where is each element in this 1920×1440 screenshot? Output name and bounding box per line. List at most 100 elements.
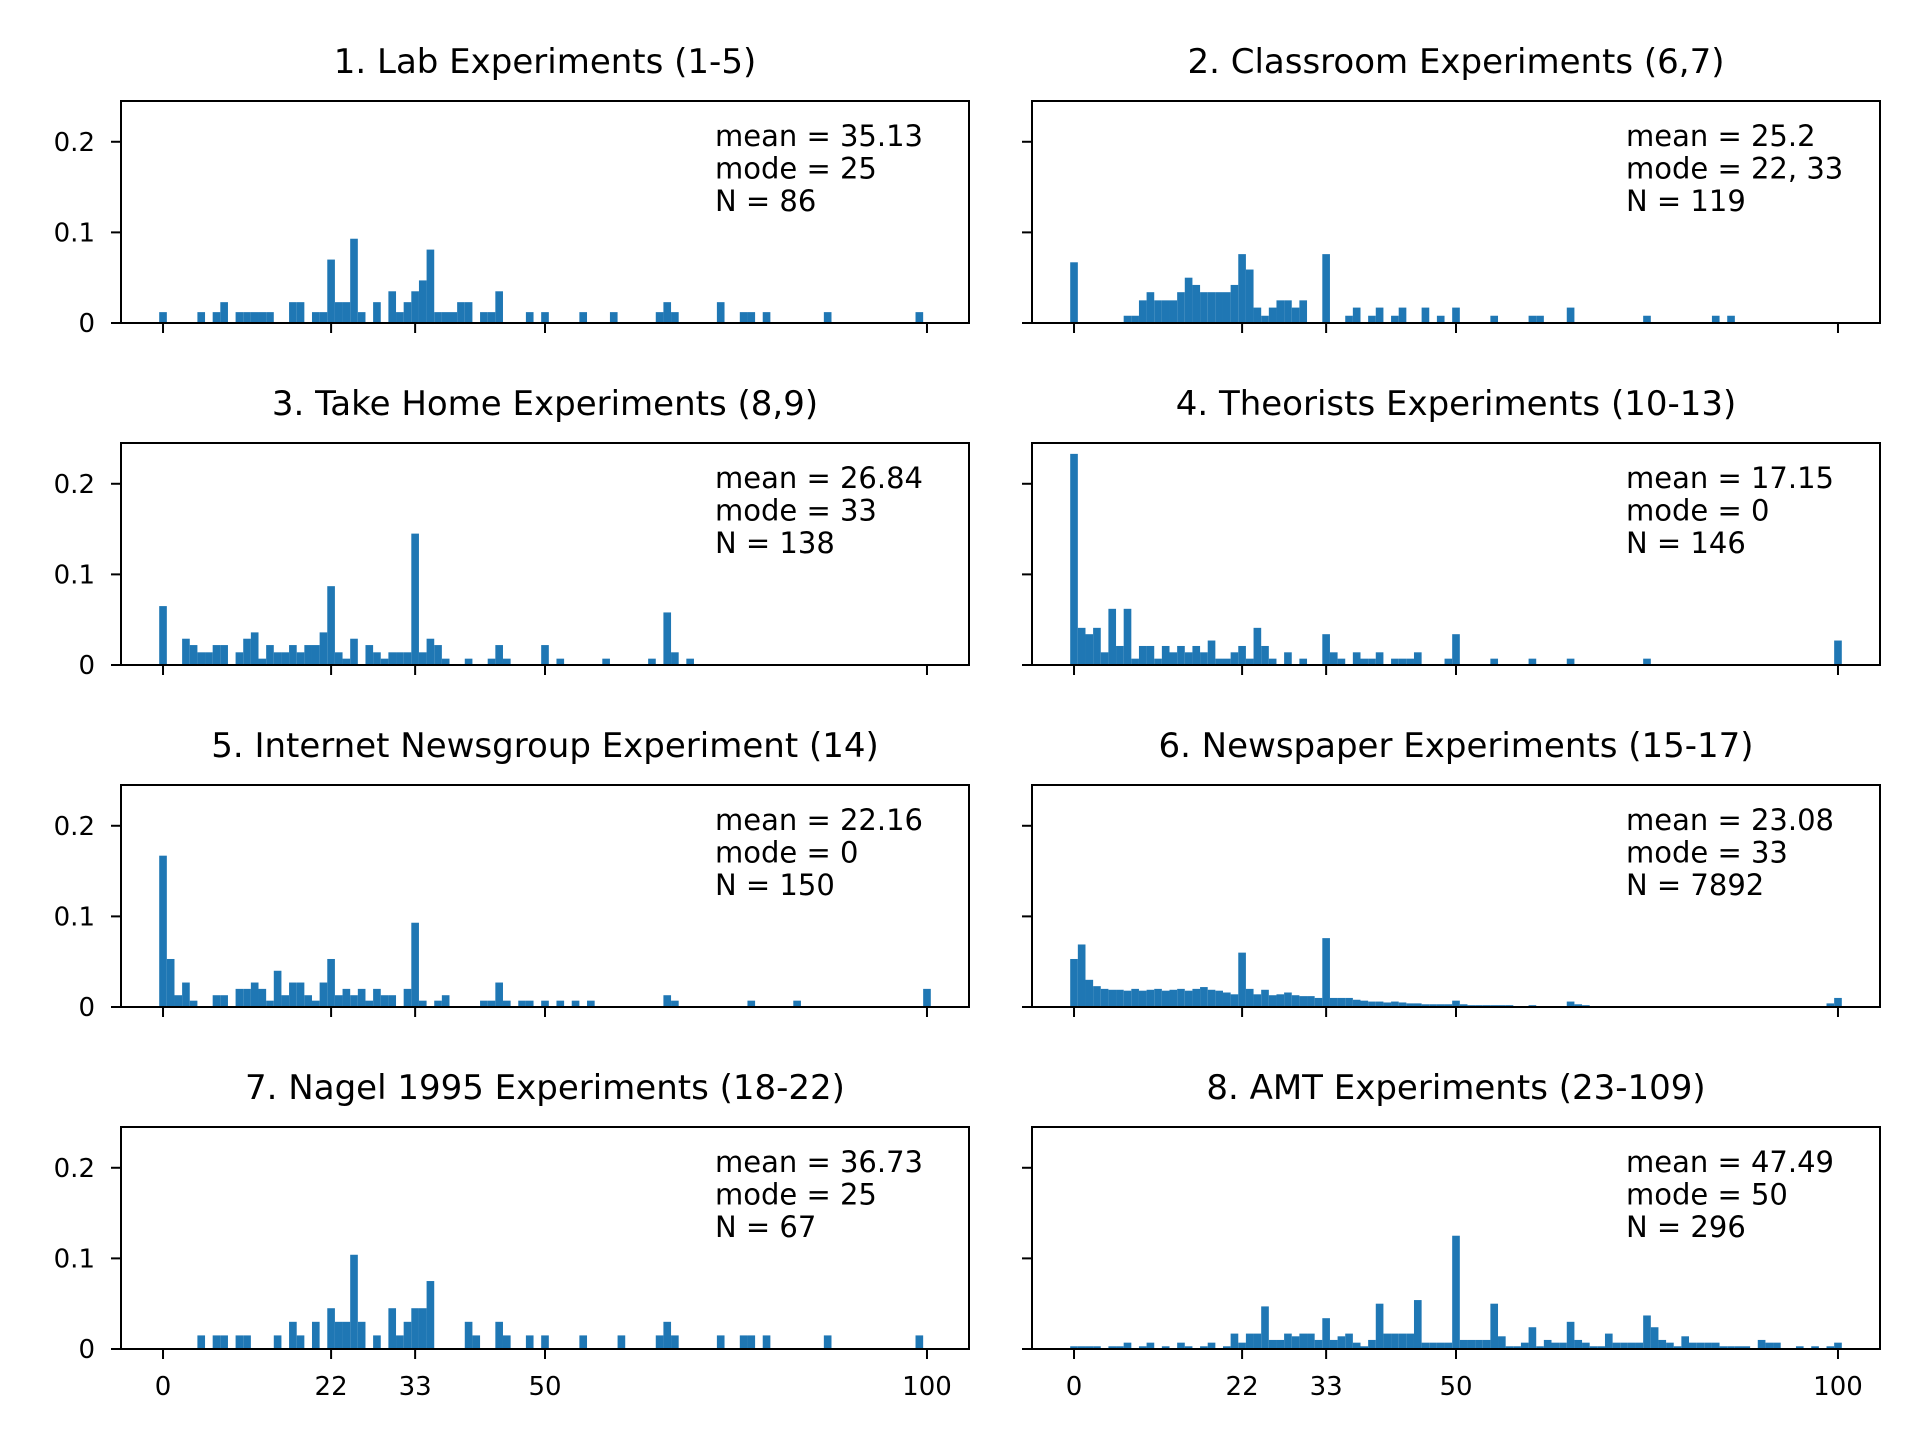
histogram-bar: [1261, 645, 1269, 665]
y-tick-label: 0.2: [54, 470, 95, 500]
histogram-bar: [1276, 1339, 1285, 1349]
histogram-bar: [1345, 315, 1353, 323]
histogram-bar: [1284, 992, 1292, 1007]
histogram-bar: [1245, 988, 1254, 1007]
stats-annotation-line: N = 67: [715, 1210, 816, 1244]
histogram-bar: [1207, 989, 1216, 1007]
histogram-bar: [1192, 988, 1201, 1007]
histogram-bar: [380, 995, 389, 1007]
histogram-bar: [1222, 292, 1231, 323]
histogram-bar: [1322, 1318, 1330, 1349]
histogram-bar: [1398, 658, 1407, 665]
stats-annotation-line: mean = 47.49: [1626, 1145, 1834, 1179]
histogram-bar: [220, 302, 228, 323]
histogram-bar: [212, 312, 221, 323]
histogram-bar: [1093, 1346, 1101, 1349]
histogram-bar: [1643, 315, 1651, 323]
histogram-bar: [671, 312, 679, 323]
histogram-bar: [1322, 254, 1330, 323]
x-tick-label: 22: [315, 1372, 348, 1402]
histogram-bar: [1528, 315, 1537, 323]
panel-title: 3. Take Home Experiments (8,9): [272, 384, 818, 424]
histogram-bar: [1085, 634, 1094, 665]
histogram-bar: [518, 1000, 526, 1007]
histogram-bar: [762, 312, 771, 323]
histogram-bar: [495, 645, 503, 665]
histogram-bar: [1490, 315, 1499, 323]
histogram-bar: [739, 312, 748, 323]
histogram-bar: [1612, 1342, 1621, 1349]
histogram-bar: [1077, 1346, 1086, 1349]
panel-title: 7. Nagel 1995 Experiments (18-22): [245, 1068, 845, 1108]
histogram-bar: [686, 658, 694, 665]
histogram-bar: [1291, 307, 1300, 323]
histogram-bar: [1215, 292, 1223, 323]
histogram-bar: [1513, 1346, 1521, 1349]
histogram-bar: [1536, 315, 1544, 323]
histogram-bar: [396, 652, 404, 665]
histogram-bar: [495, 291, 503, 323]
histogram-bar: [1200, 1346, 1208, 1349]
histogram-bar: [166, 958, 175, 1007]
histogram-bar: [823, 312, 832, 323]
histogram-bar: [525, 1335, 534, 1349]
histogram-bar: [1757, 1339, 1766, 1349]
histogram-bar: [1436, 1004, 1445, 1007]
histogram-bar: [220, 995, 228, 1007]
stats-annotation-line: mean = 35.13: [715, 119, 923, 153]
histogram-bar: [1070, 958, 1078, 1007]
histogram-bar: [342, 302, 351, 323]
histogram-bar: [747, 1335, 756, 1349]
histogram-bar: [396, 312, 404, 323]
histogram-bar: [1161, 645, 1170, 665]
histogram-bar: [342, 1321, 351, 1349]
histogram-bar: [1337, 997, 1346, 1007]
histogram-bar: [311, 312, 320, 323]
histogram-bar: [739, 1335, 748, 1349]
histogram-bar: [1635, 1342, 1644, 1349]
histogram-bar: [1727, 315, 1735, 323]
histogram-bar: [334, 302, 343, 323]
histogram-bar: [296, 982, 305, 1007]
histogram-bar: [1192, 284, 1201, 323]
histogram-bar: [1314, 1339, 1323, 1349]
histogram-bar: [1146, 1342, 1155, 1349]
histogram-bar: [418, 1308, 427, 1349]
histogram-bar: [1566, 1001, 1575, 1007]
histogram-bar: [1253, 994, 1262, 1007]
histogram-bar: [388, 652, 397, 665]
histogram-bar: [1077, 627, 1086, 665]
histogram-panel-1: 1. Lab Experiments (1-5) 0 0.1 0.2 mean = 35…: [54, 42, 970, 339]
histogram-bar: [1116, 645, 1124, 665]
histogram-bar: [1360, 1000, 1369, 1007]
histogram-bar: [220, 645, 228, 665]
histogram-bar: [1742, 1346, 1751, 1349]
histogram-bar: [1398, 1002, 1407, 1007]
histogram-bar: [1459, 1339, 1468, 1349]
histogram-bar: [411, 291, 419, 323]
histogram-bar: [1123, 1342, 1132, 1349]
histogram-bar: [579, 1335, 588, 1349]
histogram-bar: [1230, 284, 1239, 323]
histogram-bar: [174, 995, 183, 1007]
histogram-bar: [1406, 1333, 1414, 1349]
stats-annotation-line: mean = 25.2: [1626, 119, 1816, 153]
histogram-bar: [1177, 988, 1185, 1007]
histogram-bar: [342, 988, 351, 1007]
histogram-bar: [1329, 1339, 1338, 1349]
histogram-bar: [281, 995, 290, 1007]
histogram-bar: [334, 995, 343, 1007]
histogram-bar: [1627, 1342, 1636, 1349]
histogram-bar: [273, 970, 282, 1007]
stats-annotation-line: mean = 36.73: [715, 1145, 923, 1179]
histogram-bar: [1238, 645, 1246, 665]
histogram-bar: [327, 586, 335, 665]
histogram-bar: [663, 612, 672, 665]
histogram-bar: [502, 1335, 511, 1349]
histogram-bar: [258, 312, 267, 323]
histogram-bar: [1582, 1342, 1590, 1349]
histogram-bar: [289, 645, 297, 665]
histogram-bar: [212, 645, 221, 665]
histogram-bar: [1268, 307, 1277, 323]
histogram-bar: [1261, 989, 1269, 1007]
